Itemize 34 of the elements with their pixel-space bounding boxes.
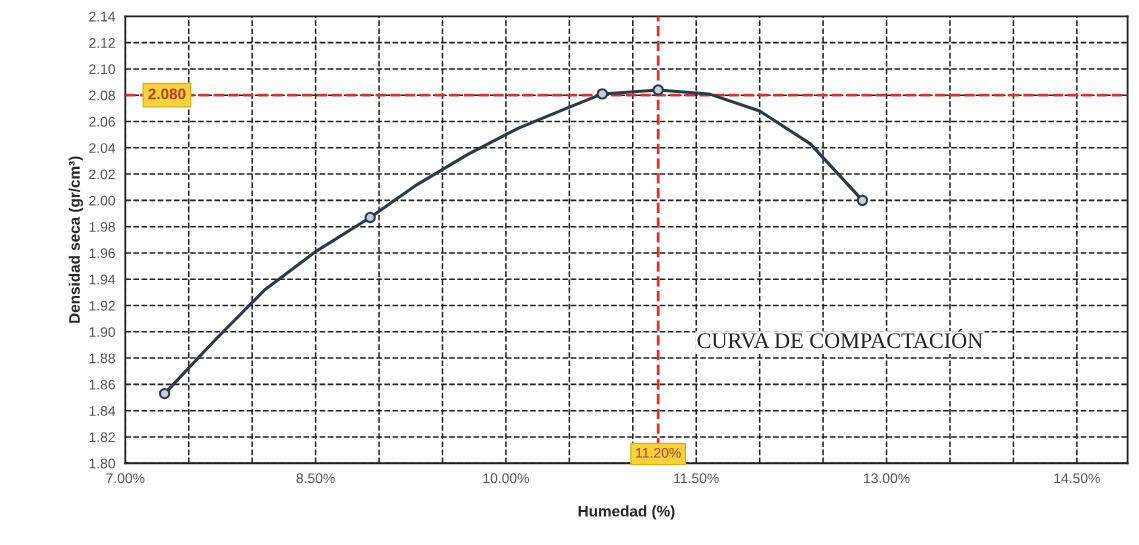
y-tick-label: 1.90	[89, 327, 116, 337]
y-tick-label: 2.12	[89, 37, 115, 48]
point	[596, 88, 609, 100]
y-tick-label: 1.94	[89, 274, 116, 285]
y-axis-title: Densidad seca (gr/cm³)	[68, 156, 83, 323]
y-tick-label: 1.84	[89, 406, 116, 416]
x-tick-label: 8.50%	[296, 473, 335, 484]
y-tick-label: 2.04	[89, 143, 116, 153]
y-tick-label: 2.02	[89, 169, 115, 180]
x-tick-label: 13.00%	[864, 473, 910, 484]
y-tick-label: 2.06	[89, 116, 115, 127]
point	[856, 194, 869, 207]
annotation: CURVA DE COMPACTACIÓN	[697, 328, 983, 349]
x-tick-label: 10.00%	[483, 473, 529, 484]
x-tick-label: 14.50%	[1054, 473, 1100, 484]
y-tick-label: 1.92	[89, 300, 115, 311]
y-tick-label: 1.98	[89, 221, 115, 232]
point	[652, 84, 664, 96]
y-tick-label: 2.08	[89, 90, 115, 101]
y-tick-label: 1.96	[89, 248, 115, 259]
y-tick-label: 1.86	[89, 379, 115, 390]
y-tick-label: 2.14	[89, 11, 116, 22]
ref-line-label: 2.080	[148, 88, 186, 100]
ref-line-label: 11.20%	[636, 447, 681, 458]
y-tick-label: 1.82	[89, 432, 115, 443]
y-tick-label: 1.88	[89, 353, 115, 364]
y-tick-label: 2.10	[89, 64, 116, 75]
y-tick-label: 1.80	[89, 458, 116, 469]
x-tick-label: 11.50%	[674, 473, 719, 484]
x-axis-title: Humedad (%)	[578, 505, 675, 520]
point	[364, 211, 376, 224]
y-tick-label: 2.00	[89, 195, 116, 206]
x-tick-label: 7.00%	[106, 473, 145, 484]
point	[158, 387, 171, 400]
